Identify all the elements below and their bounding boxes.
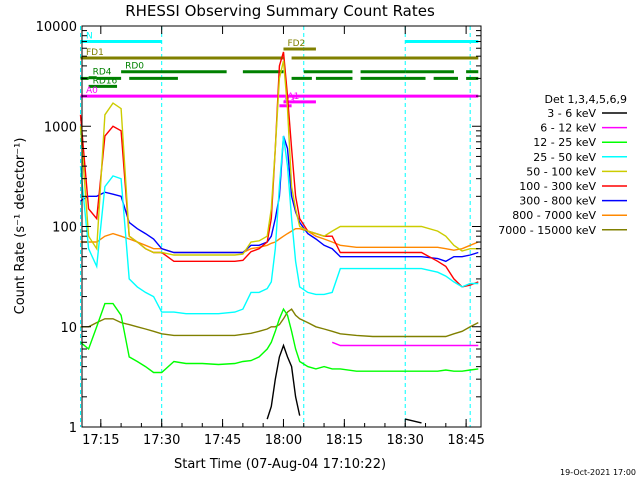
annotation-label-9: A3 <box>283 96 295 106</box>
x-tick-label-2: 17:45 <box>204 433 241 448</box>
series-lines <box>79 51 479 424</box>
y-tick-label-3: 1000 <box>44 120 77 135</box>
x-tick-label-4: 18:15 <box>326 433 363 448</box>
annotation-label-8: A1 <box>287 92 299 102</box>
y-tick-label-2: 100 <box>52 221 77 236</box>
annotation-label-2: FD2 <box>287 39 305 49</box>
timestamp: 19-Oct-2021 17:00 <box>560 468 636 477</box>
y-tick-label-0: 1 <box>69 421 77 436</box>
legend-label-4: 50 - 100 keV <box>526 165 596 178</box>
x-tick-label-0: 17:15 <box>82 433 119 448</box>
legend-label-1: 6 - 12 keV <box>540 122 596 135</box>
x-tick-label-1: 17:30 <box>143 433 180 448</box>
y-axis: 1 10 100 1000 10000 <box>36 20 481 436</box>
legend-label-8: 7000 - 15000 keV <box>498 224 596 237</box>
legend-title: Det 1,3,4,5,6,9 <box>544 93 627 106</box>
y-tick-label-4: 10000 <box>36 20 77 35</box>
legend-label-5: 100 - 300 keV <box>519 180 596 193</box>
legend-label-3: 25 - 50 keV <box>533 151 596 164</box>
legend-label-2: 12 - 25 keV <box>533 136 596 149</box>
series-line-800-7000-kev <box>80 228 479 254</box>
legend-label-0: 3 - 6 keV <box>547 107 596 120</box>
x-axis: 17:15 17:30 17:45 18:00 18:15 18:30 18:45 <box>82 26 485 448</box>
annotation-label-3: RD0 <box>125 62 144 72</box>
chart-title: RHESSI Observing Summary Count Rates <box>125 2 435 20</box>
vertical-markers <box>80 26 471 427</box>
series-line-6-12-kev <box>331 341 479 347</box>
series-line-50-100-kev <box>79 60 479 256</box>
legend-label-7: 800 - 7000 keV <box>512 209 596 222</box>
x-axis-label: Start Time (07-Aug-04 17:10:22) <box>174 457 386 472</box>
series-line-7000-15000-kev <box>80 308 479 338</box>
series-line-25-50-kev <box>79 135 479 315</box>
series-line-12-25-kev <box>80 302 479 374</box>
annotation-label-0: N <box>86 32 93 42</box>
x-tick-label-6: 18:45 <box>447 433 484 448</box>
series-line-3-6-kev <box>266 343 422 424</box>
annotation-label-5: RD4 <box>93 68 112 78</box>
annotation-label-7: A0 <box>86 86 98 96</box>
y-axis-label: Count Rate (s⁻¹ detector⁻¹) <box>13 138 28 315</box>
y-tick-label-1: 10 <box>60 321 77 336</box>
annotation-label-6: RD16 <box>93 76 118 86</box>
legend-label-6: 300 - 800 keV <box>519 195 596 208</box>
x-tick-label-3: 18:00 <box>265 433 302 448</box>
x-tick-label-5: 18:30 <box>386 433 423 448</box>
annotation-label-1: FD1 <box>86 48 104 58</box>
